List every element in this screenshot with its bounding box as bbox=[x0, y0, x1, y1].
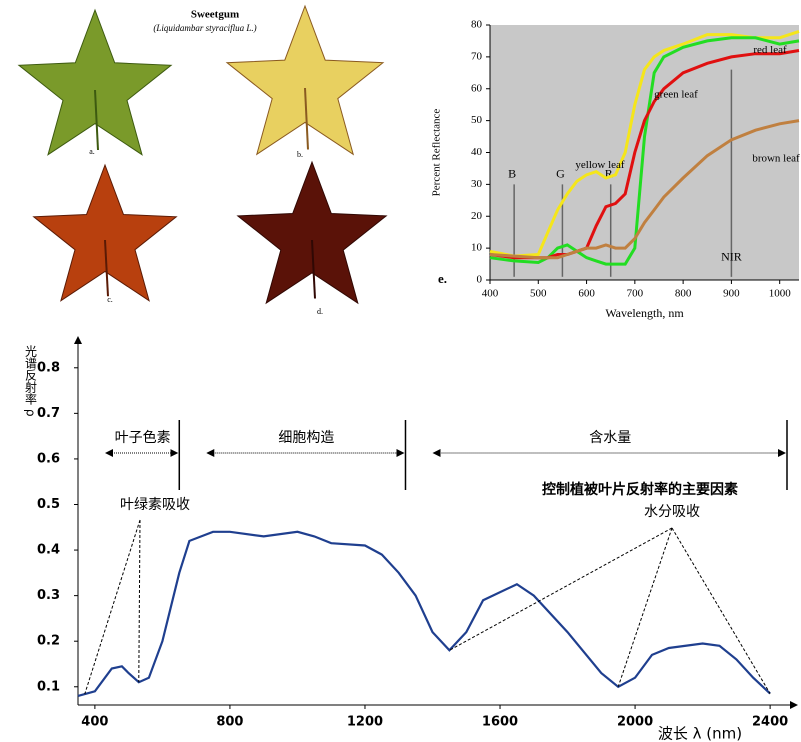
reference-label: G bbox=[556, 167, 565, 181]
x-tick-label: 700 bbox=[627, 288, 644, 300]
y-axis-title: 光谱反射率 ρ bbox=[24, 345, 38, 417]
leaf bbox=[17, 8, 173, 156]
leaf bbox=[225, 4, 385, 156]
annotation-leader bbox=[138, 519, 141, 683]
leaf-label: b. bbox=[297, 150, 303, 159]
x-tick-label: 600 bbox=[578, 288, 595, 300]
panel-label: e. bbox=[438, 271, 447, 286]
annotation-leader bbox=[617, 527, 673, 687]
x-tick-label: 1600 bbox=[482, 715, 518, 730]
x-tick-label: 400 bbox=[482, 288, 499, 300]
reference-label: B bbox=[508, 167, 516, 181]
y-tick-label: 40 bbox=[471, 146, 483, 158]
annotation-leader bbox=[449, 527, 673, 651]
region-label: 细胞构造 bbox=[278, 430, 334, 446]
annotation-label: 水分吸收 bbox=[644, 504, 700, 520]
series-label: red leaf bbox=[753, 44, 787, 56]
y-tick-label: 80 bbox=[471, 19, 483, 31]
data-line bbox=[489, 119, 800, 260]
region-label: 叶子色素 bbox=[115, 429, 171, 446]
x-axis-title: 波长 λ (nm) bbox=[658, 725, 742, 742]
y-tick-label: 0.4 bbox=[37, 543, 60, 558]
leaf bbox=[32, 163, 178, 302]
data-line bbox=[489, 49, 800, 260]
y-tick-label: 0 bbox=[477, 274, 483, 286]
y-tick-label: 0.7 bbox=[37, 406, 60, 421]
y-tick-label: 0.2 bbox=[37, 634, 60, 649]
leaf bbox=[236, 160, 388, 305]
chart-title: 控制植被叶片反射率的主要因素 bbox=[542, 481, 738, 498]
reference-label: R bbox=[605, 167, 613, 181]
series-label: yellow leaf bbox=[575, 159, 625, 171]
x-tick-label: 500 bbox=[530, 288, 547, 300]
leaf-label: a. bbox=[89, 147, 95, 156]
y-tick-label: 0.5 bbox=[37, 497, 60, 512]
y-tick-label: 60 bbox=[471, 82, 483, 94]
x-tick-label: 1000 bbox=[769, 288, 792, 300]
x-tick-label: 1200 bbox=[347, 715, 383, 730]
y-tick-label: 30 bbox=[471, 178, 483, 190]
leaf-stem bbox=[104, 239, 109, 297]
x-tick-label: 900 bbox=[723, 288, 740, 300]
y-tick-label: 20 bbox=[471, 210, 483, 222]
leaf-stem bbox=[311, 239, 316, 299]
annotation-label: 叶绿素吸收 bbox=[120, 497, 190, 513]
y-tick-label: 0.3 bbox=[37, 588, 60, 603]
series-label: brown leaf bbox=[752, 152, 800, 164]
y-tick-label: 10 bbox=[471, 242, 483, 254]
annotation-leader bbox=[671, 527, 771, 694]
y-tick-label: 0.6 bbox=[37, 451, 60, 466]
series-label: green leaf bbox=[654, 89, 698, 101]
x-tick-label: 800 bbox=[675, 288, 692, 300]
x-axis-title: Wavelength, nm bbox=[605, 306, 684, 320]
y-tick-label: 0.8 bbox=[37, 360, 60, 375]
x-tick-label: 2400 bbox=[752, 715, 788, 730]
data-line bbox=[489, 29, 800, 258]
leaf-subtitle: (Liquidambar styraciflua L.) bbox=[153, 23, 256, 33]
leaf-label: c. bbox=[107, 295, 113, 304]
x-tick-label: 400 bbox=[81, 715, 108, 730]
region-label: 含水量 bbox=[589, 430, 631, 446]
x-tick-label: 800 bbox=[216, 715, 243, 730]
leaf-stem bbox=[304, 87, 309, 150]
data-line bbox=[77, 530, 771, 697]
x-tick-label: 2000 bbox=[617, 715, 653, 730]
y-tick-label: 50 bbox=[471, 114, 483, 126]
leaf-label: d. bbox=[317, 307, 323, 316]
y-axis-title: Percent Reflectance bbox=[431, 109, 443, 197]
leaf-stem bbox=[94, 89, 99, 151]
y-tick-label: 0.1 bbox=[37, 679, 60, 694]
annotation-leader bbox=[84, 519, 141, 695]
reference-label: NIR bbox=[721, 249, 742, 263]
y-tick-label: 70 bbox=[471, 50, 483, 62]
data-line bbox=[489, 36, 800, 266]
leaf-title: Sweetgum bbox=[191, 9, 239, 21]
